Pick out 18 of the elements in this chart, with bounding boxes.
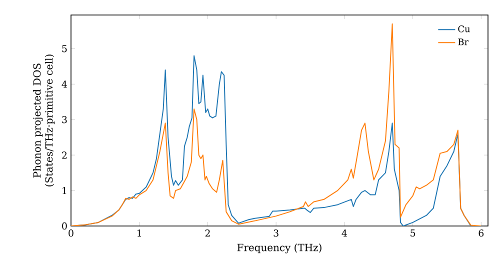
- x-tick-label: 2: [205, 230, 210, 237]
- y-axis-title: Phonon projected DOS (States/THz·primitive cell): [33, 54, 55, 186]
- x-tick-label: 3: [274, 230, 278, 237]
- y-tick-label: 5: [62, 45, 67, 52]
- y-tick-label: 4: [62, 80, 68, 88]
- x-tick-label: 4: [342, 230, 347, 237]
- legend-label: Br: [458, 38, 469, 46]
- y-tick-label: 1: [62, 187, 66, 194]
- x-axis-title: Frequency (THz): [237, 244, 322, 254]
- legend-label: Cu: [458, 26, 470, 32]
- x-tick-label: 1: [138, 230, 142, 237]
- y-tick-label: 0: [62, 222, 67, 230]
- y-tick-label: 2: [62, 152, 67, 159]
- y-tick-label: 3: [62, 116, 67, 124]
- x-tick-label: 5: [410, 230, 416, 237]
- x-tick-label: 0: [68, 230, 74, 237]
- x-tick-label: 6: [478, 230, 484, 237]
- line-series: [71, 23, 482, 226]
